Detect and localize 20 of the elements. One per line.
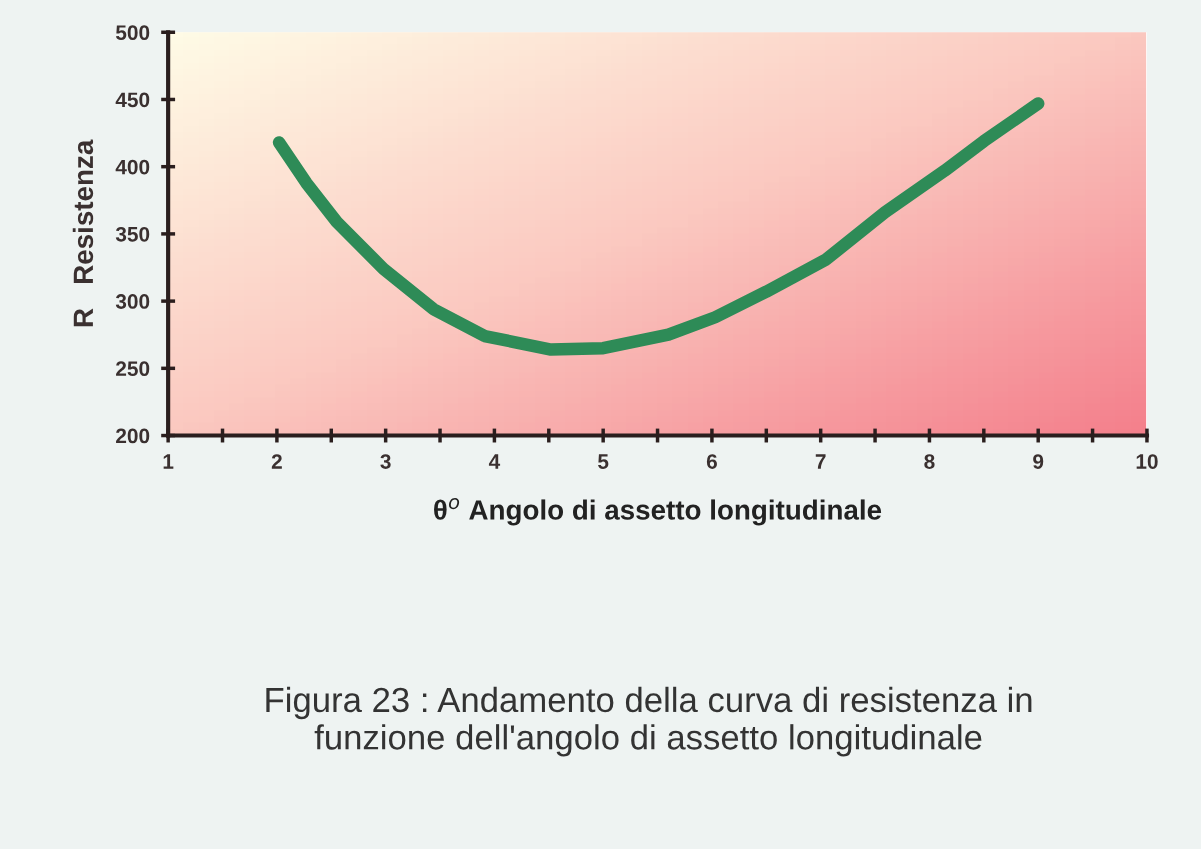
y-axis-title: R Resistenza: [72, 139, 94, 327]
x-tick-label: 4: [488, 454, 501, 469]
x-tick-label: 9: [1033, 454, 1044, 469]
y-tick-label: 300: [115, 294, 150, 309]
x-tick-label: 7: [815, 454, 826, 469]
x-tick-label: 1: [163, 454, 174, 469]
y-tick-label: 350: [115, 226, 150, 242]
y-tick-label: 200: [116, 428, 150, 444]
x-tick-label: 2: [271, 454, 282, 469]
y-tick-label: 450: [115, 92, 150, 108]
x-tick-label: 3: [380, 454, 391, 469]
y-tick-label: 250: [116, 361, 150, 377]
x-tick-label: 5: [598, 454, 609, 469]
x-tick-label: 8: [924, 454, 935, 469]
x-axis-title: θ$^{o}$ Angolo di assetto longitudinale: [434, 498, 882, 526]
y-tick-label: 500: [115, 25, 150, 41]
x-tick-label: 10: [1136, 454, 1158, 469]
x-tick-label: 6: [706, 454, 717, 469]
text: Figura 23 : Andamento della curva di resistenza in funzione dell'angolo di assetto longitudinale: [266, 686, 1032, 757]
y-tick-label: 400: [115, 159, 150, 175]
